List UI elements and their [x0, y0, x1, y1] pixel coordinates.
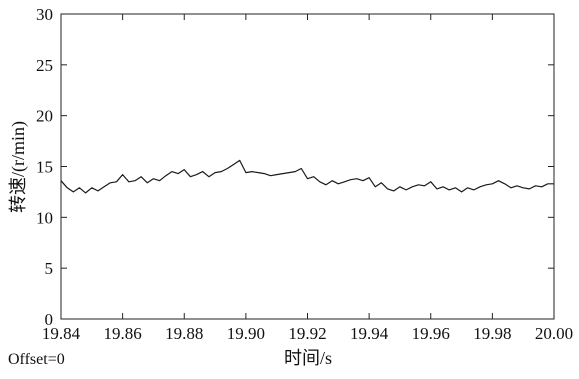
x-tick-label: 19.84: [42, 324, 81, 343]
x-tick-label: 19.90: [227, 324, 265, 343]
x-tick-label: 19.92: [288, 324, 326, 343]
x-tick-label: 19.98: [473, 324, 511, 343]
x-tick-label: 19.88: [165, 324, 203, 343]
y-axis-label: 转速/(r/min): [8, 121, 29, 213]
y-tick-label: 25: [36, 56, 53, 75]
speed-series-line: [60, 159, 554, 194]
y-tick-label: 0: [45, 310, 54, 329]
y-tick-label: 15: [36, 158, 53, 177]
y-axis-ticks: 0 5 10 15 20 25 30: [36, 5, 554, 329]
x-axis-ticks: 19.84 19.86 19.88 19.90 19.92 19.94 19.96 19.98…: [42, 14, 573, 343]
y-tick-label: 10: [36, 208, 53, 227]
x-tick-label: 19.94: [350, 324, 389, 343]
y-tick-label: 5: [45, 259, 54, 278]
y-tick-label: 20: [36, 107, 53, 126]
offset-label: Offset=0: [8, 351, 65, 368]
x-tick-label: 20.00: [535, 324, 573, 343]
x-tick-label: 19.86: [104, 324, 142, 343]
x-tick-label: 19.96: [412, 324, 450, 343]
plot-frame: [60, 13, 555, 320]
y-tick-label: 30: [36, 5, 53, 24]
x-axis-label: 时间/s: [284, 348, 332, 368]
